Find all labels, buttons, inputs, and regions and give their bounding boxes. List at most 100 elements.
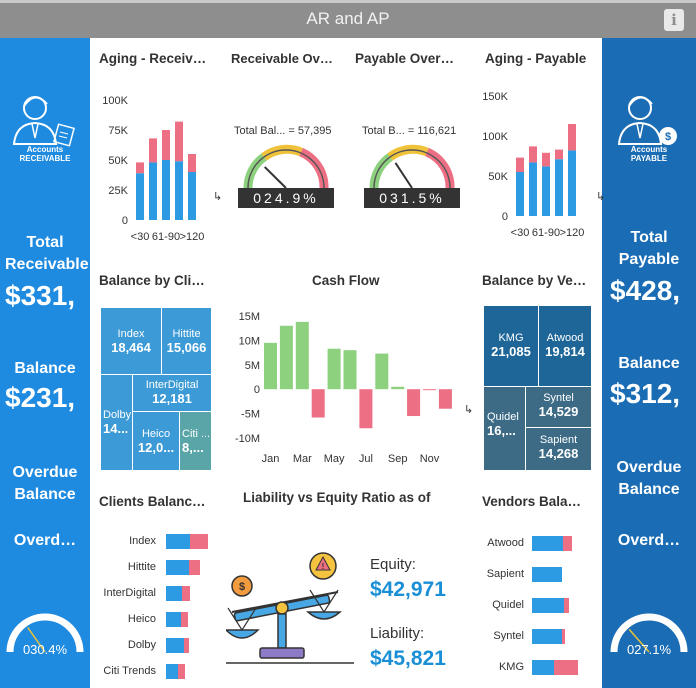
balance-by-client-treemap[interactable]: Index 18,464 Hittite 15,066 InterDigital… [101,308,211,470]
accounts-payable-icon: $ [617,96,677,145]
bar-segment-blue[interactable] [166,560,190,575]
y-tick-label: 150K [482,91,508,103]
treemap-cell-name: Hittite [172,328,201,340]
payable-overview-gauge[interactable]: Total B... = 116,621 031.5% [352,118,470,210]
treemap-cell-value: 21,085 [491,344,531,359]
bar-label: Dolby [127,639,156,651]
bar-segment-pink[interactable] [189,560,200,575]
ap-icon-caption-2: PAYABLE [630,154,668,163]
bar-segment [568,124,576,151]
x-tick-label: >120 [180,231,205,243]
treemap-cell-value: 12,0... [137,440,175,455]
bar-segment-blue[interactable] [532,598,565,613]
aging-receivable-chart[interactable]: 0 25K 50K 75K 100K <30 61-90 >120 [96,88,220,248]
bar-segment [529,162,537,216]
treemap-cell[interactable]: Citi ... 8,... [180,412,211,470]
treemap-cell-value: 19,814 [545,344,585,359]
bar-segment-pink[interactable] [177,664,186,679]
y-tick-label: 0 [502,211,508,223]
receivable-overview-gauge[interactable]: Total Bal... = 57,395 024.9% [226,118,344,210]
equity-label: Equity: [370,556,416,573]
treemap-cell[interactable]: Hittite 15,066 [162,308,211,374]
treemap-cell[interactable]: Atwood 19,814 [539,306,591,386]
treemap-cell[interactable]: Heico 12,0... [133,412,179,470]
x-tick-label: >120 [560,227,585,239]
cash-flow-chart[interactable]: -10M -5M 0 5M 10M 15M Jan Mar May Jul Sep Nov [226,300,460,470]
total-payable-label-2: Payable [618,251,680,268]
y-tick-label: -5M [241,409,260,421]
bar-label: KMG [498,661,524,673]
y-tick-label: 0 [254,384,260,396]
treemap-cell-value: 16,... [487,423,516,438]
x-tick-label: Jan [262,453,280,465]
bar-segment-blue[interactable] [532,567,562,582]
treemap-cell[interactable]: KMG 21,085 [484,306,538,386]
bar-label: Heico [127,613,156,625]
cash-flow-bar [423,389,436,391]
left-summary-panel: Accounts RECEIVABLE Total Receivable $33… [0,38,90,688]
bar-segment-blue[interactable] [532,629,562,644]
cash-flow-bar [375,353,389,390]
cash-flow-bar [295,321,309,390]
bar-segment-pink[interactable] [564,598,569,613]
bar-segment [529,146,537,163]
balance-label: Balance [14,360,76,377]
aging-payable-chart[interactable]: 0 50K 100K 150K <30 61-90 >120 [478,84,602,248]
payable-overview-title: Payable Over… [355,51,455,66]
y-tick-label: 15M [239,311,260,323]
treemap-cell[interactable]: Syntel 14,529 [526,387,591,427]
bar-segment-blue[interactable] [166,534,191,549]
bar-segment-blue[interactable] [532,660,554,675]
bar-segment-blue[interactable] [166,612,182,627]
y-tick-label: 0 [122,215,128,227]
bar-segment-pink[interactable] [561,629,565,644]
bar-segment-pink[interactable] [553,660,578,675]
bar-segment-blue[interactable] [166,664,178,679]
clients-balance-chart[interactable]: Index Hittite InterDigital Heico Dolby Citi T… [98,534,218,684]
bar-label: Index [129,535,156,547]
treemap-cell-name: Syntel [543,392,574,404]
vendors-balance-chart[interactable]: Atwood Sapient Quidel Syntel KMG [478,536,602,686]
treemap-cell-name: Citi ... [182,428,211,440]
bar-segment-pink[interactable] [181,612,188,627]
y-tick-label: 75K [108,125,128,137]
cash-flow-bar [311,389,325,418]
cash-flow-bar [438,389,452,409]
x-tick-label: 61-90 [152,231,180,243]
svg-text:$: $ [665,131,671,143]
treemap-cell[interactable]: Index 18,464 [101,308,161,374]
total-receivable-label-1: Total [26,234,64,251]
ap-overdue-short-label: Overd… [617,532,681,549]
treemap-cell-name: Heico [141,428,171,440]
equity-value: $42,971 [370,578,446,601]
info-icon[interactable]: i [664,9,684,31]
treemap-cell-name: Quidel [487,411,519,423]
bar-label: Quidel [492,599,524,611]
bar-segment [542,152,550,167]
title-bar: AR and AP i [0,0,696,38]
treemap-cell[interactable]: InterDigital 12,181 [133,375,211,411]
ap-balance-value: $312, [610,378,681,409]
bar-segment-pink[interactable] [563,536,573,551]
bar-segment [162,160,170,220]
clients-balance-title: Clients Balanc… [99,494,206,509]
ap-overdue-label-1: Overdue [616,459,682,476]
bar-segment-pink[interactable] [183,638,189,653]
balance-by-vendor-treemap[interactable]: KMG 21,085 Atwood 19,814 Syntel 14,529 Q… [484,306,591,470]
treemap-cell[interactable]: Quidel 16,... [484,387,525,470]
ar-icon-caption-1: Accounts [26,145,64,154]
bar-segment [149,138,157,163]
bar-segment-pink[interactable] [182,586,191,601]
y-tick-label: 5M [245,360,260,372]
y-tick-label: 50K [488,171,508,183]
treemap-cell-value: 14,529 [538,404,579,419]
svg-text:!: ! [322,562,325,571]
treemap-cell[interactable]: Dolby 14... [101,375,132,470]
ar-icon-caption-2: RECEIVABLE [19,154,71,163]
x-tick-label: Jul [359,453,373,465]
treemap-cell[interactable]: Sapient 14,268 [526,428,591,470]
bar-segment-blue[interactable] [532,536,564,551]
bar-segment-blue[interactable] [166,638,184,653]
bar-segment-pink[interactable] [190,534,208,549]
bar-segment-blue[interactable] [166,586,182,601]
